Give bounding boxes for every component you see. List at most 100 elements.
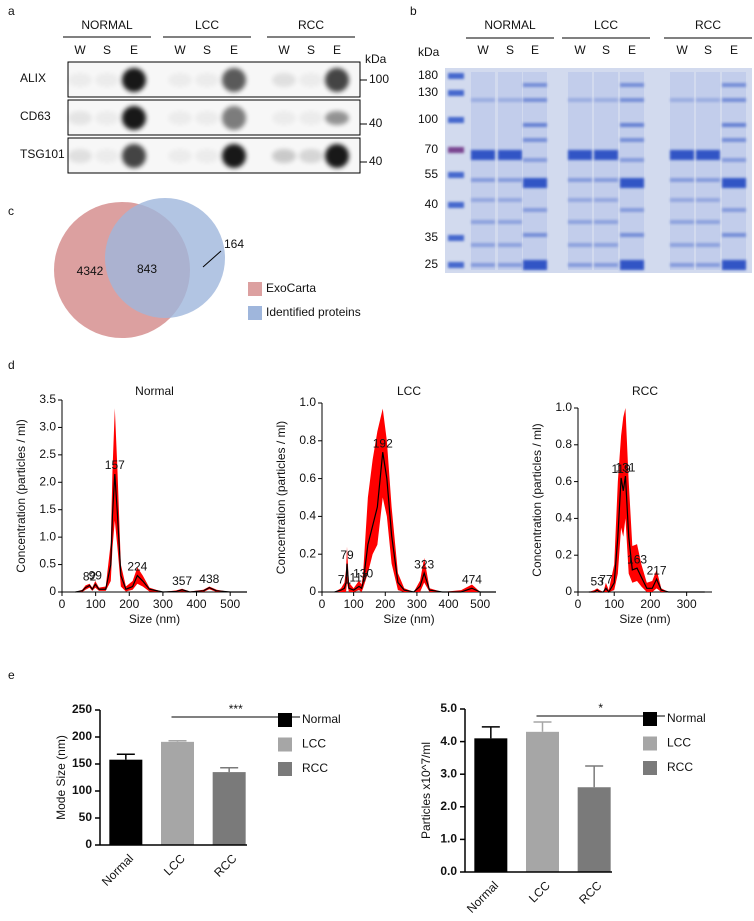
blot-band	[222, 144, 246, 168]
gel-band	[620, 98, 644, 102]
lane-label: W	[278, 43, 290, 57]
gel-band	[594, 243, 618, 247]
gel-band	[620, 260, 644, 270]
error-band	[588, 408, 705, 592]
x-tick-label: 400	[187, 597, 207, 611]
blot-band	[195, 149, 219, 163]
blot-band	[168, 73, 192, 87]
unit-label: kDa	[418, 45, 440, 59]
gel-band	[722, 83, 746, 87]
x-tick-label: 0	[575, 597, 582, 611]
blot-band	[195, 73, 219, 87]
gel-band	[670, 263, 694, 267]
legend-label: Normal	[667, 711, 706, 725]
lane-label: E	[130, 43, 138, 57]
y-tick-label: 4.0	[440, 734, 457, 748]
gel-band	[620, 178, 644, 188]
chart-title: Normal	[135, 384, 174, 398]
y-tick-label: 50	[79, 810, 93, 824]
gel-band	[670, 98, 694, 102]
x-tick-label: 500	[470, 597, 490, 611]
gel-band	[696, 263, 720, 267]
marker-label: 40	[425, 197, 439, 211]
set-circle	[105, 198, 225, 318]
ladder-band	[448, 262, 464, 268]
peak-label: 217	[647, 563, 667, 577]
x-tick-label: 400	[439, 597, 459, 611]
lane-label: S	[602, 43, 610, 57]
lane-label: W	[477, 43, 489, 57]
y-tick-label: 0.2	[555, 547, 572, 561]
y-tick-label: 250	[72, 702, 92, 716]
peak-label: 119	[612, 462, 631, 476]
set-count: 164	[224, 237, 244, 251]
ladder-band	[448, 147, 464, 153]
blot-band	[195, 111, 219, 125]
y-axis-label: Concentration (particles / ml)	[14, 419, 28, 572]
group-label: RCC	[695, 18, 721, 32]
gel-band	[523, 178, 547, 188]
error-band	[334, 408, 496, 592]
gel-band	[620, 123, 644, 127]
legend-label: RCC	[667, 760, 693, 774]
gel-band	[594, 98, 618, 102]
panel-label: d	[8, 358, 15, 372]
bar	[212, 772, 246, 845]
lane-label: W	[74, 43, 86, 57]
gel-band	[523, 123, 547, 127]
peak-label: 438	[199, 572, 219, 586]
gel-band	[498, 178, 522, 182]
gel-band	[696, 150, 720, 160]
blot-band	[68, 111, 92, 125]
gel-band	[594, 150, 618, 160]
error-band	[75, 408, 247, 592]
marker-label: 70	[425, 142, 439, 156]
y-tick-label: 0.5	[39, 557, 56, 571]
peak-label: 130	[353, 567, 373, 581]
lane-label: S	[307, 43, 315, 57]
x-tick-label: Normal	[464, 878, 501, 915]
marker-label: 35	[425, 230, 439, 244]
marker-label: 55	[425, 167, 439, 181]
legend-label: ExoCarta	[266, 281, 316, 295]
blot-band	[299, 149, 323, 163]
x-tick-label: 500	[220, 597, 240, 611]
x-tick-label: 100	[604, 597, 624, 611]
blot-band	[95, 149, 119, 163]
gel-band	[498, 98, 522, 102]
lane-label: S	[103, 43, 111, 57]
y-tick-label: 0.2	[299, 546, 316, 560]
x-tick-label: 200	[119, 597, 139, 611]
y-tick-label: 0	[565, 584, 572, 598]
y-tick-label: 5.0	[440, 701, 457, 715]
gel-band	[670, 178, 694, 182]
gel-band	[568, 220, 592, 224]
peak-label: 77	[599, 572, 613, 586]
peak-label: 224	[127, 560, 147, 574]
lane-label: S	[506, 43, 514, 57]
group-label: NORMAL	[81, 18, 133, 32]
blot-band	[68, 149, 92, 163]
lane-label: S	[704, 43, 712, 57]
lane-smear	[568, 72, 592, 270]
bar	[474, 738, 508, 872]
bar	[109, 759, 143, 845]
x-tick-label: 300	[407, 597, 427, 611]
gel-band	[471, 178, 495, 182]
gel-band	[568, 178, 592, 182]
gel-band	[722, 158, 746, 162]
gel-band	[696, 178, 720, 182]
ladder-band	[448, 235, 464, 241]
x-tick-label: 100	[344, 597, 364, 611]
x-tick-label: LCC	[161, 851, 188, 878]
y-tick-label: 0	[49, 584, 56, 598]
y-tick-label: 3.0	[440, 766, 457, 780]
peak-label: 357	[172, 574, 192, 588]
overlap-count: 843	[137, 262, 157, 276]
bar	[526, 731, 559, 872]
peak-label: 71	[338, 572, 352, 586]
blot-band	[68, 73, 92, 87]
gel-band	[523, 83, 547, 87]
panel-label: a	[8, 4, 15, 18]
y-tick-label: 3.5	[39, 392, 56, 406]
